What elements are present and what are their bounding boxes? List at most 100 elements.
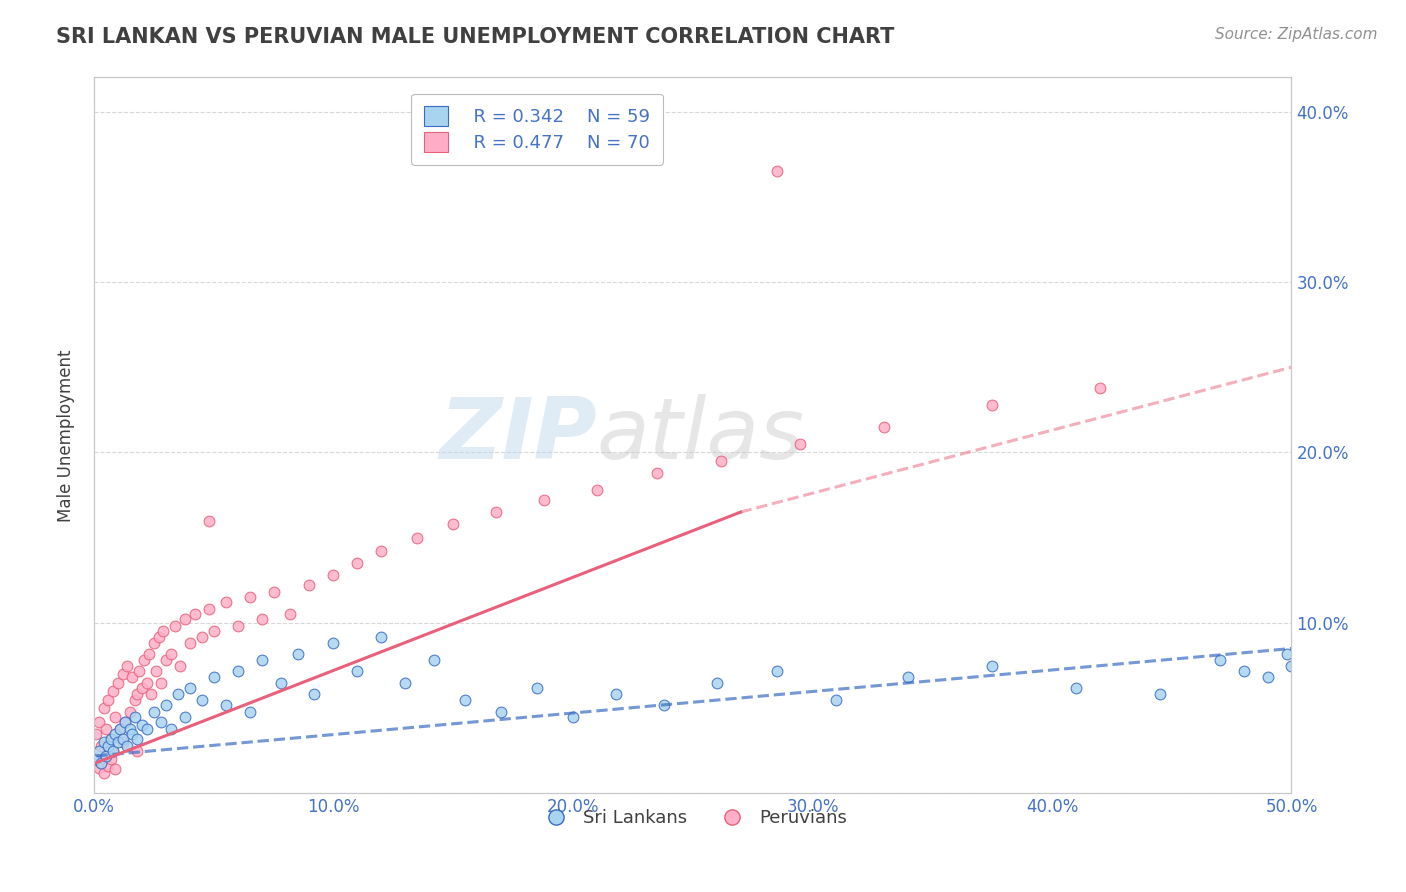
Point bbox=[111, 731, 134, 746]
Point bbox=[198, 602, 221, 616]
Point bbox=[270, 675, 292, 690]
Point bbox=[90, 756, 112, 770]
Point bbox=[202, 624, 225, 639]
Point bbox=[121, 670, 143, 684]
Point bbox=[110, 722, 132, 736]
Point bbox=[454, 692, 477, 706]
Point bbox=[489, 705, 512, 719]
Point bbox=[322, 636, 344, 650]
Point bbox=[131, 718, 153, 732]
Point bbox=[263, 585, 285, 599]
Point bbox=[107, 675, 129, 690]
Point bbox=[1281, 658, 1303, 673]
Text: SRI LANKAN VS PERUVIAN MALE UNEMPLOYMENT CORRELATION CHART: SRI LANKAN VS PERUVIAN MALE UNEMPLOYMENT… bbox=[56, 27, 894, 46]
Point bbox=[117, 739, 139, 753]
Point bbox=[93, 765, 115, 780]
Point bbox=[1149, 688, 1171, 702]
Point bbox=[406, 531, 429, 545]
Point bbox=[166, 688, 188, 702]
Point bbox=[135, 722, 157, 736]
Point bbox=[100, 731, 122, 746]
Point bbox=[155, 653, 177, 667]
Point bbox=[485, 505, 508, 519]
Point bbox=[101, 684, 124, 698]
Legend: Sri Lankans, Peruvians: Sri Lankans, Peruvians bbox=[531, 802, 855, 834]
Point bbox=[370, 630, 392, 644]
Text: Source: ZipAtlas.com: Source: ZipAtlas.com bbox=[1215, 27, 1378, 42]
Point bbox=[1088, 381, 1111, 395]
Point bbox=[1256, 670, 1278, 684]
Point bbox=[873, 420, 896, 434]
Point bbox=[605, 688, 627, 702]
Point bbox=[93, 735, 115, 749]
Point bbox=[87, 761, 110, 775]
Point bbox=[179, 636, 201, 650]
Point bbox=[304, 688, 326, 702]
Point bbox=[104, 709, 127, 723]
Point bbox=[159, 647, 181, 661]
Point bbox=[214, 698, 236, 712]
Point bbox=[370, 544, 392, 558]
Point bbox=[226, 619, 249, 633]
Point bbox=[250, 612, 273, 626]
Point bbox=[94, 722, 117, 736]
Point bbox=[87, 714, 110, 729]
Point bbox=[652, 698, 675, 712]
Point bbox=[214, 595, 236, 609]
Point bbox=[394, 675, 416, 690]
Point bbox=[526, 681, 548, 695]
Point bbox=[152, 624, 174, 639]
Point bbox=[110, 722, 132, 736]
Point bbox=[155, 698, 177, 712]
Point bbox=[897, 670, 920, 684]
Point bbox=[86, 752, 108, 766]
Point bbox=[145, 664, 167, 678]
Text: ZIP: ZIP bbox=[439, 394, 598, 477]
Point bbox=[118, 722, 141, 736]
Point bbox=[165, 619, 187, 633]
Point bbox=[198, 514, 221, 528]
Point bbox=[121, 727, 143, 741]
Point bbox=[250, 653, 273, 667]
Point bbox=[174, 612, 197, 626]
Point bbox=[179, 681, 201, 695]
Point bbox=[159, 722, 181, 736]
Point bbox=[125, 731, 148, 746]
Point bbox=[100, 731, 122, 746]
Point bbox=[104, 763, 127, 777]
Point bbox=[114, 714, 136, 729]
Point bbox=[104, 727, 127, 741]
Point bbox=[287, 647, 309, 661]
Point bbox=[789, 437, 811, 451]
Point bbox=[111, 735, 134, 749]
Point bbox=[645, 466, 668, 480]
Point bbox=[97, 759, 120, 773]
Point bbox=[90, 756, 112, 770]
Point bbox=[90, 739, 112, 753]
Point bbox=[226, 664, 249, 678]
Point bbox=[346, 664, 368, 678]
Point bbox=[174, 709, 197, 723]
Point bbox=[1275, 647, 1298, 661]
Point bbox=[124, 709, 146, 723]
Point bbox=[125, 744, 148, 758]
Point bbox=[561, 709, 583, 723]
Point bbox=[94, 748, 117, 763]
Point bbox=[93, 701, 115, 715]
Point bbox=[322, 568, 344, 582]
Point bbox=[150, 714, 173, 729]
Point bbox=[423, 653, 446, 667]
Point bbox=[142, 705, 165, 719]
Point bbox=[765, 164, 787, 178]
Point bbox=[128, 664, 150, 678]
Point bbox=[141, 688, 163, 702]
Point bbox=[101, 744, 124, 758]
Point bbox=[190, 692, 212, 706]
Y-axis label: Male Unemployment: Male Unemployment bbox=[58, 349, 75, 522]
Point bbox=[124, 692, 146, 706]
Point bbox=[765, 664, 787, 678]
Point bbox=[190, 630, 212, 644]
Point bbox=[1064, 681, 1087, 695]
Point bbox=[101, 744, 124, 758]
Point bbox=[239, 705, 262, 719]
